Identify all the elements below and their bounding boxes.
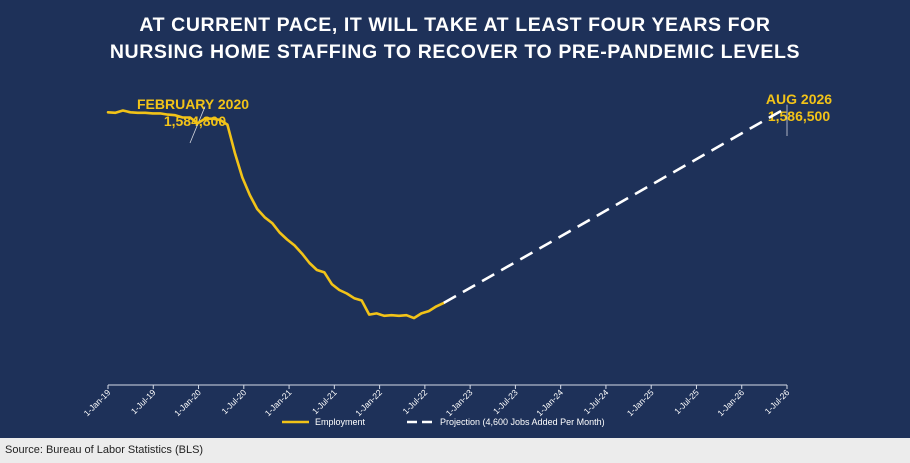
source-note: Source: Bureau of Labor Statistics (BLS) <box>5 444 204 456</box>
annotation-feb-2020-leader <box>189 106 206 144</box>
series-layer <box>106 106 788 320</box>
legend-label-employment: Employment <box>315 417 366 427</box>
x-tick-label: 1-Jan-21 <box>263 387 294 418</box>
x-tick-label: 1-Jul-23 <box>491 387 520 416</box>
chart-title-line-1: AT CURRENT PACE, IT WILL TAKE AT LEAST F… <box>139 14 771 36</box>
legend-label-projection: Projection (4,600 Jobs Added Per Month) <box>440 417 605 427</box>
x-tick-label: 1-Jul-24 <box>582 387 611 416</box>
x-tick-label: 1-Jan-19 <box>82 387 113 418</box>
x-tick-label: 1-Jul-22 <box>400 387 429 416</box>
annotation-feb-2020-label: FEBRUARY 2020 <box>137 96 249 112</box>
annotation-aug-2026-value: 1,586,500 <box>768 108 830 124</box>
x-tick-label: 1-Jul-20 <box>219 387 248 416</box>
x-tick-label: 1-Jul-21 <box>310 387 339 416</box>
x-tick-label: 1-Jan-26 <box>715 387 746 418</box>
x-tick-label: 1-Jan-24 <box>534 387 565 418</box>
legend: Employment Projection (4,600 Jobs Added P… <box>282 417 605 427</box>
x-tick-label: 1-Jan-22 <box>353 387 384 418</box>
x-tick-label: 1-Jan-20 <box>172 387 203 418</box>
x-tick-label: 1-Jul-25 <box>672 387 701 416</box>
annotation-aug-2026-label: AUG 2026 <box>766 91 832 107</box>
series-line-projection <box>443 106 788 305</box>
chart-panel: AT CURRENT PACE, IT WILL TAKE AT LEAST F… <box>0 0 910 438</box>
x-tick-label: 1-Jul-26 <box>763 387 792 416</box>
chart-title: AT CURRENT PACE, IT WILL TAKE AT LEAST F… <box>0 12 910 66</box>
series-line-employment <box>106 109 446 320</box>
x-tick-label: 1-Jan-25 <box>625 387 656 418</box>
x-tick-label: 1-Jan-23 <box>444 387 475 418</box>
x-axis: 1-Jan-19 1-Jul-19 1-Jan-20 1-Jul-20 1-Jan-21… <box>82 384 792 418</box>
chart-title-line-2: NURSING HOME STAFFING TO RECOVER TO PRE-… <box>109 41 801 63</box>
x-tick-label: 1-Jul-19 <box>129 387 158 416</box>
